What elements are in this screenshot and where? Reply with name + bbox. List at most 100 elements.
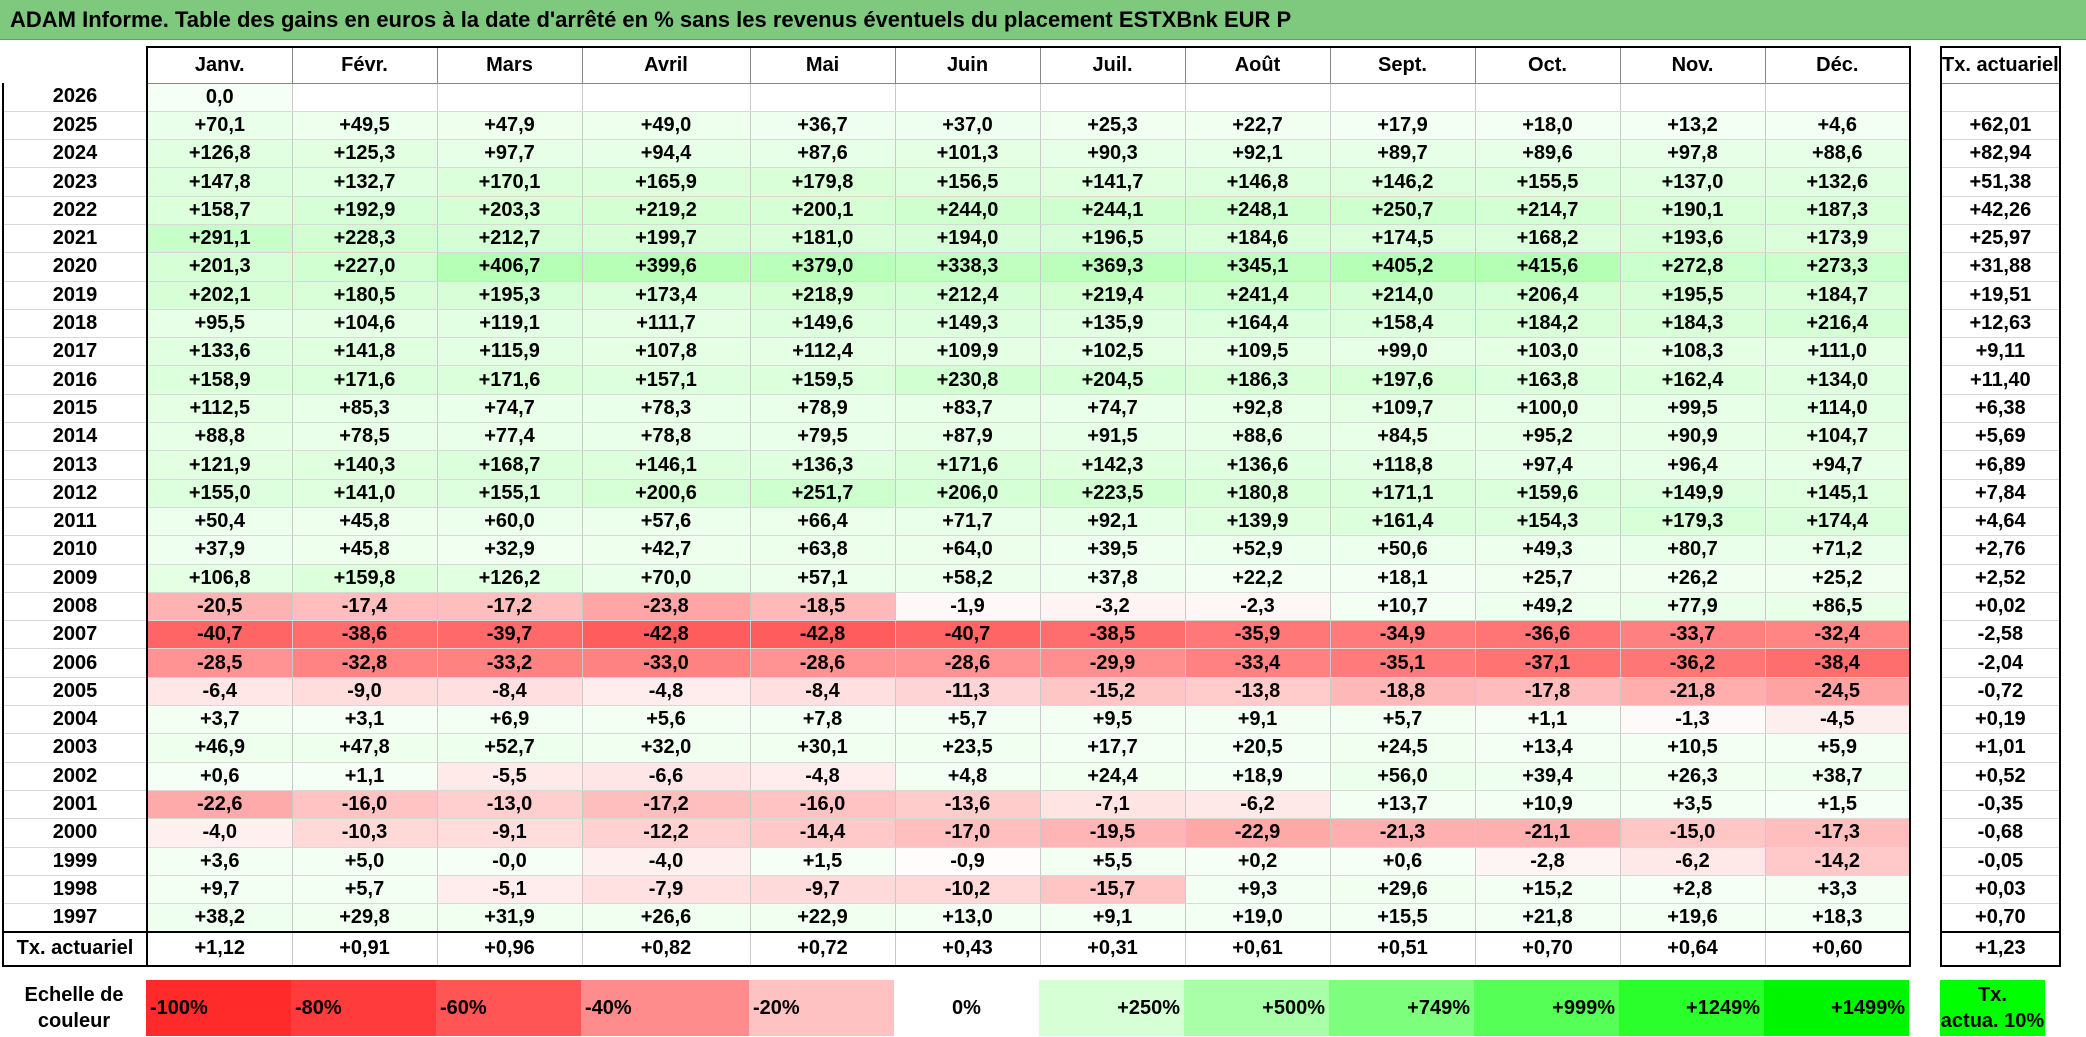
gain-cell: +114,0	[1764, 394, 1911, 424]
table-row: 2011 +50,4 +45,8 +60,0 +57,6 +66,4 +71,7 +92,1 +…	[2, 507, 1911, 537]
gain-cell: +47,8	[291, 733, 438, 763]
color-scale-step: -20%	[749, 980, 894, 1036]
gain-cell: +13,4	[1474, 733, 1621, 763]
gain-cell: -42,8	[749, 620, 896, 650]
gain-cell: +155,5	[1474, 167, 1621, 197]
gain-cell: +107,8	[581, 337, 751, 367]
tx-actuariel-cell: +51,38	[1940, 167, 2061, 197]
year-label: 2002	[2, 762, 148, 791]
gain-cell: 0,0	[146, 83, 293, 112]
color-scale-step: +500%	[1184, 980, 1329, 1036]
gain-cell: +273,3	[1764, 252, 1911, 282]
table-row: 2016 +158,9 +171,6 +171,6 +157,1 +159,5 +230,8…	[2, 365, 1911, 395]
gain-cell: +5,0	[291, 847, 438, 876]
gain-cell: +77,4	[436, 422, 583, 452]
tx-actuariel-cell: +9,11	[1940, 337, 2061, 367]
month-header-row: Janv. Févr. Mars Avril Mai Juin Juil. Août Sept.…	[3, 46, 1911, 84]
tx-row: +0,03	[1940, 875, 2061, 905]
gain-cell: +88,8	[146, 422, 293, 452]
gain-cell: -37,1	[1474, 648, 1621, 678]
table-row: 2012 +155,0 +141,0 +155,1 +200,6 +251,7 +206,0…	[2, 479, 1911, 508]
color-scale-label: Echelle de couleur	[24, 984, 124, 1032]
gain-cell: +180,8	[1184, 479, 1331, 508]
gain-cell: +38,2	[146, 903, 293, 933]
gain-cell: +118,8	[1329, 450, 1476, 480]
gain-cell: +87,9	[894, 422, 1041, 452]
gain-cell: +248,1	[1184, 196, 1331, 225]
tx-actuariel-month-cell: +0,96	[436, 930, 583, 967]
tx-actuariel-cell: +2,52	[1940, 564, 2061, 593]
tx-actuariel-table: Tx. actuariel +62,01 +82,94 +51,38 +42,26 +2…	[1940, 46, 2061, 967]
year-label: 2000	[2, 818, 148, 848]
gain-cell: +406,7	[436, 252, 583, 282]
table-row: 2008 -20,5 -17,4 -17,2 -23,8 -18,5 -1,9 -3,2 -2,…	[2, 592, 1911, 622]
tx-row: +2,76	[1940, 535, 2061, 565]
gain-cell: +3,1	[291, 705, 438, 735]
gain-cell: +49,2	[1474, 592, 1621, 622]
gain-cell: -6,4	[146, 677, 293, 707]
gain-cell: +19,0	[1184, 903, 1331, 933]
gain-cell	[894, 83, 1041, 112]
gain-cell: +251,7	[749, 479, 896, 508]
gain-cell: +112,4	[749, 337, 896, 367]
gain-cell: +126,2	[436, 564, 583, 593]
tx-actuariel-header: Tx. actuariel	[1940, 46, 2061, 84]
gain-cell: +161,4	[1329, 507, 1476, 537]
gain-cell: -10,3	[291, 818, 438, 848]
tx-actuariel-row: Tx. actuariel +1,12 +0,91 +0,96 +0,82 +0,72 +0…	[2, 930, 1911, 967]
gain-cell: +133,6	[146, 337, 293, 367]
gain-cell: +9,5	[1039, 705, 1186, 735]
year-label: 1998	[2, 875, 148, 905]
gain-cell: +58,2	[894, 564, 1041, 593]
tx-actuariel-cell: +11,40	[1940, 365, 2061, 395]
table-row: 2014 +88,8 +78,5 +77,4 +78,8 +79,5 +87,9 +91,5 +…	[2, 422, 1911, 452]
gain-cell: +1,5	[1764, 790, 1911, 820]
gain-cell: +22,7	[1184, 111, 1331, 141]
tx-row: -0,72	[1940, 677, 2061, 707]
gain-cell: -40,7	[146, 620, 293, 650]
gain-cell: +109,7	[1329, 394, 1476, 424]
tx-row: +42,26	[1940, 196, 2061, 225]
tx-actuariel-month-cell: +1,12	[146, 930, 293, 967]
year-label: 2015	[2, 394, 148, 424]
gain-cell: -32,8	[291, 648, 438, 678]
gain-cell: +26,3	[1619, 762, 1766, 791]
gain-cell: +99,0	[1329, 337, 1476, 367]
gain-cell: +71,7	[894, 507, 1041, 537]
year-label: 2004	[2, 705, 148, 735]
gain-cell: +39,4	[1474, 762, 1621, 791]
gain-cell: +218,9	[749, 281, 896, 310]
gain-cell: +56,0	[1329, 762, 1476, 791]
gain-cell: +0,2	[1184, 847, 1331, 876]
tx-row: +0,52	[1940, 762, 2061, 791]
table-row: 2007 -40,7 -38,6 -39,7 -42,8 -42,8 -40,7 -38,5-…	[2, 620, 1911, 650]
gain-cell	[581, 83, 751, 112]
tx-actuariel-cell: -0,35	[1940, 790, 2061, 820]
gain-cell: -4,0	[581, 847, 751, 876]
gain-cell	[291, 83, 438, 112]
gain-cell	[1474, 83, 1621, 112]
gain-cell: +83,7	[894, 394, 1041, 424]
gain-cell: -21,3	[1329, 818, 1476, 848]
gain-cell: -17,2	[436, 592, 583, 622]
gain-cell: +71,2	[1764, 535, 1911, 565]
tx-actuariel-month-cell: +0,72	[749, 930, 896, 967]
gain-cell: +162,4	[1619, 365, 1766, 395]
tx-row: +25,97	[1940, 224, 2061, 254]
gain-cell: -14,4	[749, 818, 896, 848]
year-label: 2008	[2, 592, 148, 622]
gain-cell: -4,5	[1764, 705, 1911, 735]
gain-cell: +126,8	[146, 139, 293, 169]
gain-cell: -0,9	[894, 847, 1041, 876]
tx-row: +2,52	[1940, 564, 2061, 593]
gain-cell: +4,6	[1764, 111, 1911, 141]
year-label: 2011	[2, 507, 148, 537]
gain-cell: +89,6	[1474, 139, 1621, 169]
tx-actuariel-cell: +6,38	[1940, 394, 2061, 424]
gain-cell: +74,7	[436, 394, 583, 424]
gain-cell: +193,6	[1619, 224, 1766, 254]
gain-cell: +194,0	[894, 224, 1041, 254]
gain-cell: +204,5	[1039, 365, 1186, 395]
gain-cell: +2,8	[1619, 875, 1766, 905]
gain-cell: +37,8	[1039, 564, 1186, 593]
